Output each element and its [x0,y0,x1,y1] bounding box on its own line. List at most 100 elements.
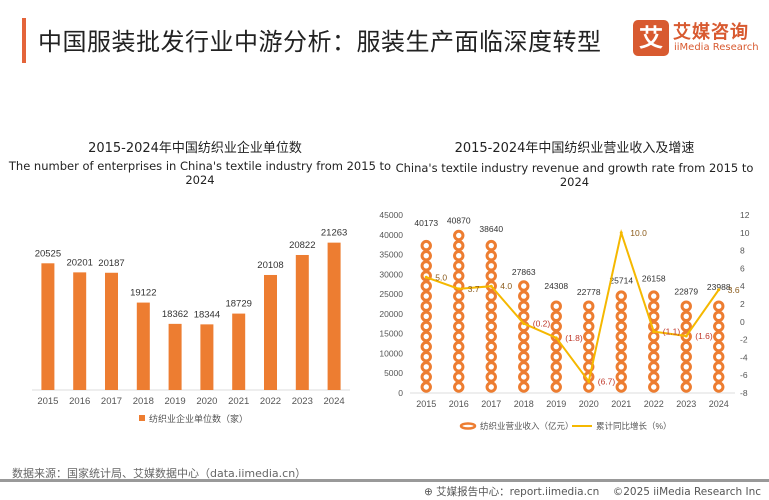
bar-dot [550,310,562,323]
bar-dot [713,320,725,333]
bar-dot [583,381,595,393]
bar-2016 [73,272,87,390]
y-left-tick-20000: 20000 [379,309,403,319]
bar-dot [420,310,432,323]
line-point-2020 [587,379,591,383]
bar-dot [518,310,530,323]
line-label-2016: 3.7 [468,284,480,294]
bar-dot [615,290,627,302]
bar-dot [583,320,595,333]
legend-line-label: 累计同比增长（%） [596,421,672,431]
y-left-tick-10000: 10000 [379,348,403,358]
x-tick-2024: 2024 [324,396,345,407]
bar-dot [420,381,432,393]
y-right-tick-4: 4 [740,281,745,291]
bar-label-2016: 40870 [447,215,471,225]
bar-dot [485,300,497,312]
x-tick-2023: 2023 [676,399,696,409]
bar-label-2017: 38640 [479,224,503,234]
y-right-tick--4: -4 [740,352,748,362]
y-right-tick-6: 6 [740,263,745,273]
line-label-2022: (1.1) [663,327,681,337]
bar-dot [615,361,627,373]
line-point-2021 [619,231,623,235]
bar-2022 [648,290,660,393]
legend-swatch [139,415,145,421]
bar-dot [680,361,692,373]
bar-dot [713,381,725,393]
y-right-tick-8: 8 [740,246,745,256]
bar-dot [518,290,530,302]
bar-dot [485,371,497,383]
x-tick-2015: 2015 [416,399,436,409]
bar-2017 [485,239,497,393]
bar-dot [485,310,497,323]
title-accent-bar [22,18,26,63]
footer-report-link[interactable]: 艾媒报告中心：report.iimedia.cn [436,486,600,498]
data-label-2022: 20108 [257,260,283,271]
bar-dot [453,361,465,373]
x-tick-2018: 2018 [133,396,154,407]
bar-dot [550,371,562,383]
bar-dot [713,330,725,343]
logo-text-cn: 艾媒咨询 [673,22,749,43]
line-point-2017 [489,284,493,288]
y-left-tick-45000: 45000 [379,210,403,220]
bar-dot [518,300,530,312]
bar-dot [648,371,660,383]
x-tick-2021: 2021 [228,396,249,407]
x-tick-2017: 2017 [101,396,122,407]
globe-icon: ⊕ [423,486,433,498]
bar-dot [485,250,497,262]
bar-2018 [136,302,150,390]
bar-dot [615,330,627,343]
bar-dot [648,310,660,323]
bar-dot [420,260,432,272]
bar-2024 [713,300,725,393]
bar-dot [518,381,530,393]
y-left-tick-5000: 5000 [384,368,403,378]
bar-dot [453,371,465,383]
bar-dot [453,229,465,242]
bar-dot [680,351,692,363]
chart2-subtitle: China's textile industry revenue and gro… [395,161,754,189]
data-label-2024: 21263 [321,228,347,239]
legend-bar-label: 纺织业营业收入（亿元） [480,421,574,431]
legend-bar-swatch [459,422,477,430]
bar-dot [518,361,530,373]
chart2-title: 2015-2024年中国纺织业营业收入及增速 [454,141,695,156]
bar-dot [583,340,595,353]
bar-dot [713,371,725,383]
data-label-2019: 18362 [162,309,188,320]
y-left-tick-35000: 35000 [379,250,403,260]
y-right-tick-2: 2 [740,299,745,309]
bar-dot [453,300,465,312]
bar-dot [453,351,465,363]
bar-dot [518,280,530,292]
x-tick-2016: 2016 [449,399,469,409]
bar-dot [485,351,497,363]
chart2-revenue-growth: 0 5000 10000 15000 20000 25000 30000 35000 40000… [379,210,750,431]
y-right-tick--8: -8 [740,388,748,398]
bar-dot [550,351,562,363]
bar-dot [680,320,692,333]
bar-dot [615,340,627,353]
y-left-tick-40000: 40000 [379,230,403,240]
bar-dot [453,290,465,302]
x-tick-2015: 2015 [37,396,58,407]
bar-dot [420,280,432,292]
footer-copyright: ©2025 iiMedia Research Inc [612,486,761,498]
x-tick-2020: 2020 [196,396,217,407]
bar-2015 [420,239,432,393]
bar-dot [713,310,725,323]
bar-dot [648,290,660,302]
bar-dot [680,330,692,343]
bar-dot [680,381,692,393]
line-point-2018 [522,322,526,326]
y-right-tick-10: 10 [740,228,750,238]
line-label-2020: (6.7) [598,376,616,386]
bar-dot [583,300,595,312]
bar-dot [485,290,497,302]
brand-logo[interactable]: 艾 艾媒咨询 iiMedia Research [633,20,763,62]
bar-label-2022: 26158 [642,274,666,284]
